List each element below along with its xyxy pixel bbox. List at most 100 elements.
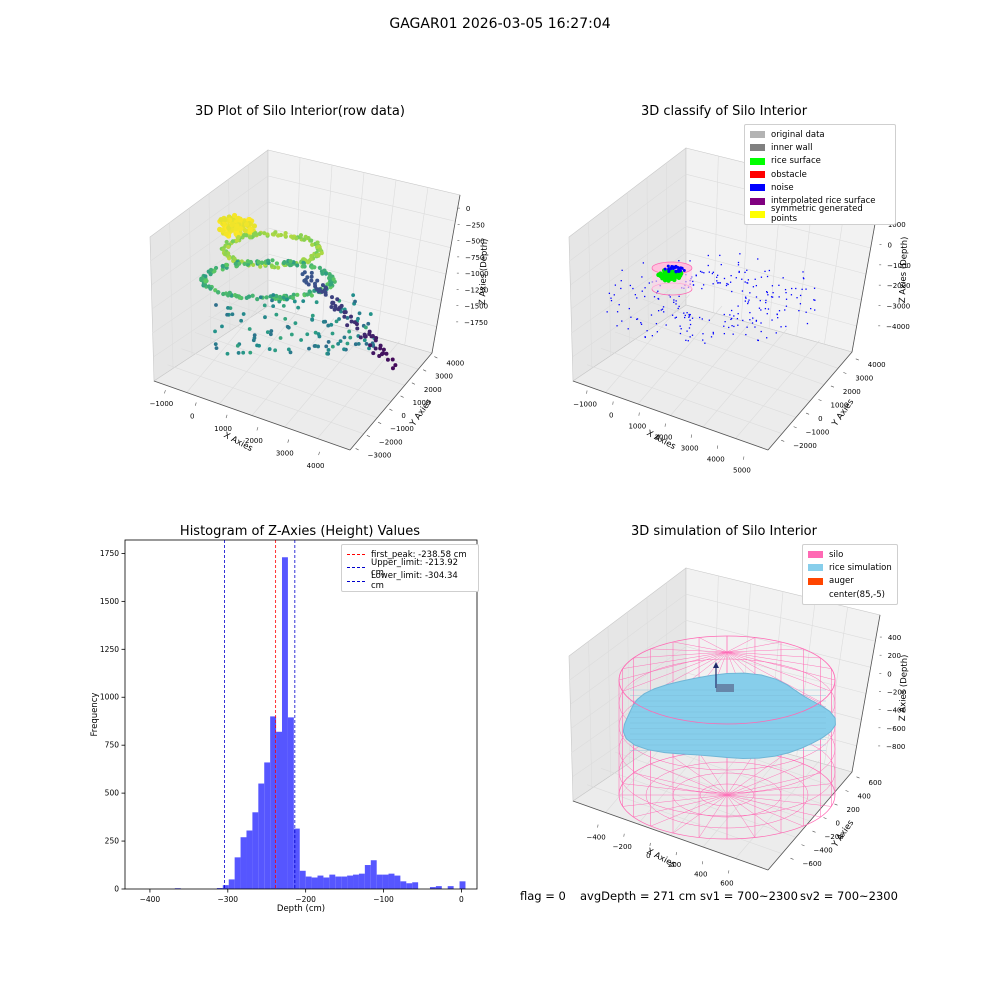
noise-point xyxy=(731,325,733,327)
noise-point xyxy=(621,320,623,322)
noise-point xyxy=(716,280,718,282)
noise-point xyxy=(795,287,797,290)
data-point xyxy=(331,300,336,305)
noise-point xyxy=(778,296,780,298)
y-tick-label: −3000 xyxy=(368,451,392,459)
noise-point xyxy=(678,305,680,308)
data-point xyxy=(324,344,329,349)
silo-floor-spoke xyxy=(726,794,832,807)
x-tick-label: 0 xyxy=(609,412,613,420)
z-axis-label: Z Axies (Depth) xyxy=(898,236,910,303)
noise-point xyxy=(784,309,786,311)
legend-item-symmetric: symmetric generated points xyxy=(750,204,890,224)
legend-label: noise xyxy=(771,182,794,193)
legend-item-upper-limit: Upper_limit: -213.92 cm xyxy=(347,558,473,578)
data-point xyxy=(246,294,252,299)
avg-depth-text: avgDepth = 271 cm xyxy=(580,889,697,903)
data-point xyxy=(348,335,353,340)
noise-point xyxy=(630,316,632,318)
noise-point xyxy=(810,307,812,310)
data-point xyxy=(323,271,329,276)
data-point xyxy=(355,326,360,331)
data-point xyxy=(314,253,320,258)
z-tick-label: −800 xyxy=(886,743,905,751)
tick-mark xyxy=(728,870,730,874)
z-axis-line xyxy=(851,614,881,773)
noise-point xyxy=(702,284,705,286)
histogram-bar xyxy=(429,887,436,889)
y-tick-label: −200 xyxy=(825,833,844,841)
noise-point xyxy=(692,280,694,283)
z-tick-label: −1000 xyxy=(465,270,489,278)
noise-point xyxy=(716,276,718,278)
rice-surface-point xyxy=(666,278,671,283)
data-point xyxy=(315,278,320,283)
noise-point xyxy=(695,275,697,277)
auger-body xyxy=(716,684,734,692)
noise-point xyxy=(712,333,715,335)
y-tick-label: 1000 xyxy=(100,693,119,702)
noise-point xyxy=(648,282,650,284)
y-tick-label: 1750 xyxy=(100,549,119,558)
data-point xyxy=(265,258,271,263)
data-point xyxy=(225,351,230,356)
tick-mark xyxy=(855,358,859,361)
data-point xyxy=(213,342,218,347)
legend-label: obstacle xyxy=(771,169,807,180)
tick-mark xyxy=(366,435,371,438)
silo-roof-spoke xyxy=(622,651,728,669)
histogram-bar xyxy=(382,874,389,889)
silo-floor-spoke xyxy=(672,756,728,796)
data-point xyxy=(381,347,386,352)
x-axis-label: X Axies xyxy=(222,430,255,454)
data-point xyxy=(329,295,334,300)
tick-mark xyxy=(256,427,259,431)
noise-point xyxy=(771,285,774,287)
data-point xyxy=(318,247,323,252)
noise-point xyxy=(685,339,687,341)
data-point xyxy=(328,274,333,279)
noise-point xyxy=(730,318,732,321)
z-tick-label: −3000 xyxy=(887,303,911,311)
noise-point xyxy=(755,320,757,322)
data-point xyxy=(265,232,270,237)
noise-point xyxy=(650,314,653,316)
histogram-bar xyxy=(394,875,401,889)
grid-line xyxy=(404,187,429,346)
legend-label: original data xyxy=(771,129,825,140)
y-tick-label: 0 xyxy=(114,885,119,894)
data-point xyxy=(287,263,293,268)
noise-point xyxy=(737,261,740,264)
noise-point xyxy=(747,279,750,281)
data-point xyxy=(390,366,395,371)
noise-point xyxy=(692,284,695,286)
y-tick-label: 0 xyxy=(401,412,405,420)
data-point xyxy=(226,225,232,231)
histogram-bar xyxy=(311,877,318,889)
data-point xyxy=(393,363,398,368)
histogram-bar xyxy=(276,731,282,889)
data-point xyxy=(323,285,328,290)
noise-point xyxy=(725,284,728,287)
noise-point xyxy=(814,299,816,301)
noise-point xyxy=(620,287,622,290)
data-point xyxy=(308,257,313,262)
x-tick-label: −300 xyxy=(217,895,238,904)
noise-point xyxy=(733,315,735,317)
data-point xyxy=(310,265,315,270)
data-point xyxy=(262,303,267,308)
data-point xyxy=(224,239,229,245)
swatch-icon xyxy=(808,551,823,559)
noise-point xyxy=(663,311,665,313)
y-tick-label: 0 xyxy=(818,415,822,423)
noise-point xyxy=(771,296,774,298)
data-point xyxy=(236,234,241,240)
data-point xyxy=(231,212,238,219)
data-point xyxy=(268,332,273,337)
noise-point xyxy=(644,336,646,339)
data-point xyxy=(259,260,265,265)
noise-point xyxy=(729,314,731,316)
data-point xyxy=(339,303,344,308)
x-axis-line xyxy=(153,380,351,451)
histogram-bar xyxy=(270,716,277,889)
